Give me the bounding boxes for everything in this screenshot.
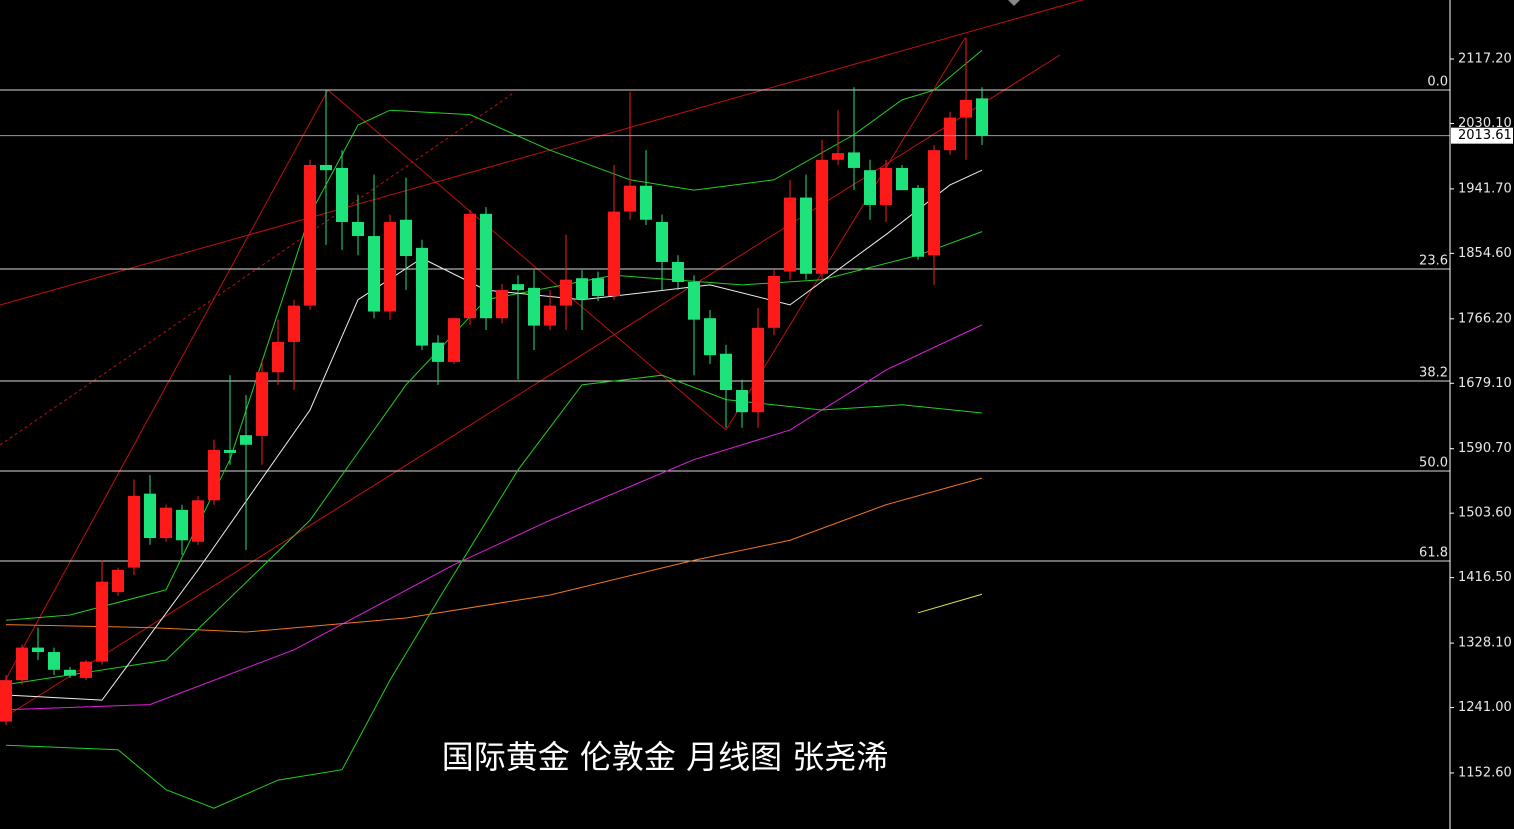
indicator-line — [5, 477, 983, 633]
candle-body — [448, 318, 460, 362]
candle-body — [208, 449, 220, 501]
y-tick-label: 2030.10 — [1458, 116, 1512, 131]
chart-title: 国际黄金 伦敦金 月线图 张尧浠 — [442, 738, 889, 776]
fib-label: 38.2 — [1419, 365, 1448, 380]
candle-body — [480, 213, 492, 319]
candle-body — [928, 150, 940, 256]
candle-body — [976, 98, 988, 136]
y-tick-label: 1328.10 — [1458, 636, 1512, 651]
candle-body — [304, 164, 316, 306]
candle-body — [880, 167, 892, 205]
candle-body — [256, 372, 268, 436]
y-tick-label: 1941.70 — [1458, 181, 1512, 196]
candle-body — [528, 287, 540, 326]
y-tick-label: 1590.70 — [1458, 441, 1512, 456]
candle-body — [640, 185, 652, 220]
y-tick-label: 1241.00 — [1458, 700, 1512, 715]
candle-body — [80, 661, 92, 678]
indicator-line — [5, 374, 983, 809]
candle-body — [224, 449, 236, 453]
candle-body — [336, 167, 348, 222]
last-price-label: 2013.61 — [1458, 128, 1512, 143]
candle-body — [544, 305, 556, 326]
candle-body — [816, 159, 828, 274]
fib-label: 50.0 — [1419, 455, 1448, 470]
candle-body — [720, 353, 732, 391]
scroll-marker — [1008, 0, 1020, 6]
candle-body — [464, 213, 476, 319]
candle-body — [432, 342, 444, 362]
candle-body — [240, 435, 252, 445]
fib-label: 61.8 — [1419, 545, 1448, 560]
last-price-box — [1451, 127, 1513, 144]
candle-body — [288, 305, 300, 342]
y-tick-label: 1854.60 — [1458, 246, 1512, 261]
fib-label: 0.0 — [1427, 75, 1448, 90]
candle-body — [272, 341, 284, 373]
candle-body — [560, 279, 572, 306]
candle-body — [592, 278, 604, 296]
candle-body — [0, 680, 12, 722]
candle-body — [672, 261, 684, 282]
candle-body — [320, 164, 332, 171]
candle-body — [64, 669, 76, 676]
candle-body — [656, 221, 668, 262]
candle-body — [576, 278, 588, 300]
y-tick-label: 1416.50 — [1458, 570, 1512, 585]
candle-body — [352, 221, 364, 237]
candle-body — [608, 211, 620, 296]
candle-body — [736, 390, 748, 413]
candle-body — [128, 495, 140, 568]
candle-body — [32, 647, 44, 653]
y-tick-label: 1679.10 — [1458, 376, 1512, 391]
candle-body — [848, 152, 860, 168]
candle-body — [16, 647, 28, 681]
candle-body — [48, 652, 60, 670]
trend-line — [327, 89, 727, 431]
candle-body — [832, 153, 844, 160]
candle-body — [752, 327, 764, 413]
candle-body — [912, 187, 924, 257]
candle-body — [896, 167, 908, 191]
candle-body — [688, 281, 700, 320]
indicator-line — [917, 593, 983, 614]
candle-body — [944, 117, 956, 151]
candle-body — [704, 318, 716, 356]
trend-line — [0, 89, 329, 691]
candle-body — [800, 197, 812, 274]
candle-body — [144, 493, 156, 539]
candle-body — [384, 221, 396, 312]
indicator-line — [5, 231, 983, 686]
candle-body — [496, 290, 508, 319]
candle-body — [368, 236, 380, 312]
y-tick-label: 2117.20 — [1458, 51, 1512, 66]
y-tick-label: 1503.60 — [1458, 506, 1512, 521]
candle-body — [160, 507, 172, 539]
indicator-line — [5, 324, 983, 711]
trend-line — [0, 54, 1061, 721]
candle-body — [960, 99, 972, 118]
plot-area — [0, 0, 1450, 809]
y-tick-label: 1152.60 — [1458, 765, 1512, 780]
candle-body — [416, 247, 428, 346]
trend-line — [725, 37, 966, 431]
candle-body — [192, 500, 204, 542]
fib-label: 23.6 — [1419, 253, 1448, 268]
candle-body — [784, 197, 796, 272]
candle-body — [864, 170, 876, 205]
candle-body — [768, 276, 780, 328]
candle-body — [512, 284, 524, 291]
candle-body — [400, 219, 412, 257]
candle-body — [112, 569, 124, 593]
candle-body — [96, 581, 108, 662]
y-tick-label: 1766.20 — [1458, 311, 1512, 326]
candle-body — [624, 185, 636, 212]
candle-body — [176, 509, 188, 541]
